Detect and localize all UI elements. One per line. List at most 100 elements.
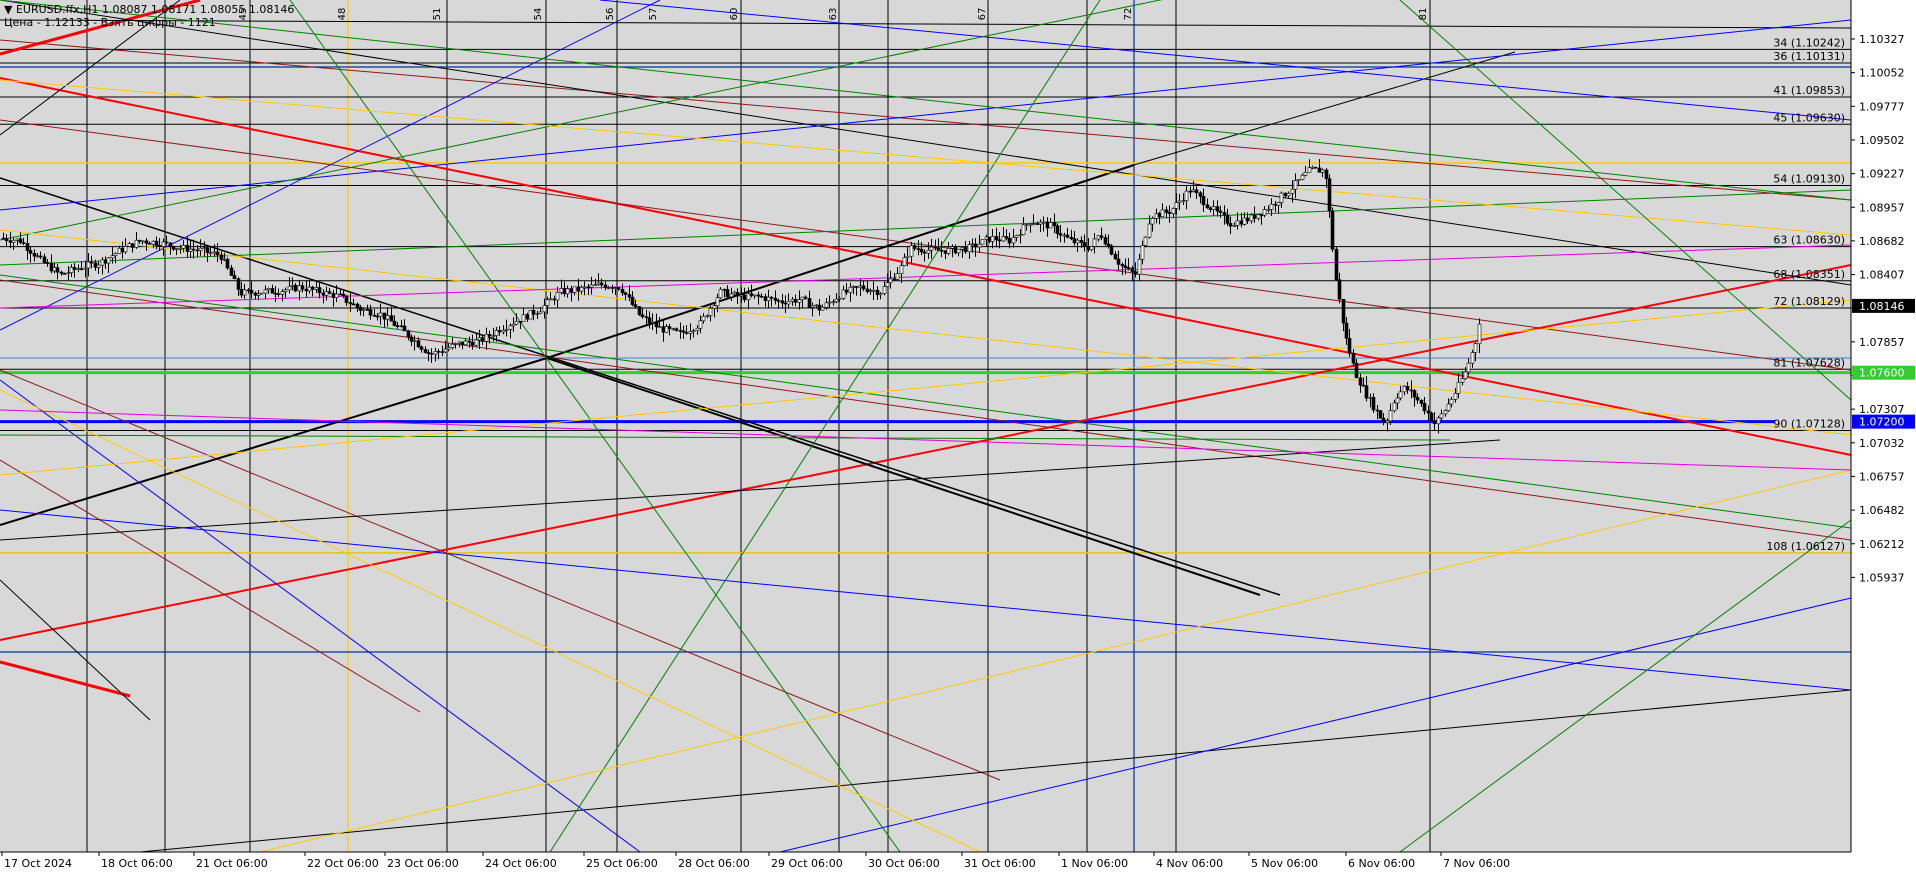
candle-body-424 xyxy=(1443,410,1448,415)
candle-body-39 xyxy=(134,239,139,248)
candle-body-347 xyxy=(1181,200,1186,202)
candle-body-165 xyxy=(562,288,567,295)
candle-body-73 xyxy=(249,289,254,294)
candle-body-284 xyxy=(967,244,972,253)
candle-body-197 xyxy=(671,328,676,330)
candle-body-230 xyxy=(783,302,788,305)
candle-body-23 xyxy=(79,268,84,270)
candle-body-24 xyxy=(83,267,88,270)
candle-body-93 xyxy=(317,287,322,294)
candle-body-208 xyxy=(708,307,713,316)
candle-body-246 xyxy=(837,297,842,300)
time-label-2: 21 Oct 06:00 xyxy=(196,857,268,870)
diag-line-38 xyxy=(0,244,1852,309)
candle-body-314 xyxy=(1069,236,1074,240)
candle-body-170 xyxy=(579,287,584,292)
candle-body-290 xyxy=(987,236,992,242)
candle-body-253 xyxy=(861,285,866,290)
candle-body-376 xyxy=(1279,192,1284,203)
candle-body-374 xyxy=(1273,203,1278,206)
candle-body-332 xyxy=(1130,267,1135,272)
candle-body-162 xyxy=(552,298,557,301)
candle-body-255 xyxy=(868,290,873,292)
top-label-9: 72 xyxy=(1123,8,1134,21)
candle-body-353 xyxy=(1201,196,1206,206)
candle-body-343 xyxy=(1167,212,1172,214)
candle-body-247 xyxy=(841,289,846,299)
candle-body-242 xyxy=(824,302,829,308)
candle-body-184 xyxy=(627,294,632,298)
time-label-7: 28 Oct 06:00 xyxy=(678,857,750,870)
candle-body-120 xyxy=(409,336,414,342)
candle-body-81 xyxy=(276,293,281,296)
candle-body-90 xyxy=(307,286,312,292)
candle-body-338 xyxy=(1150,218,1155,225)
candle-body-32 xyxy=(110,255,115,259)
candle-body-10 xyxy=(35,255,40,258)
candle-body-38 xyxy=(130,243,135,248)
time-label-11: 1 Nov 06:00 xyxy=(1061,857,1128,870)
candle-body-83 xyxy=(283,289,288,292)
candle-body-237 xyxy=(807,298,812,308)
candle-body-30 xyxy=(103,259,108,264)
diag-line-15 xyxy=(0,0,181,136)
candle-body-263 xyxy=(895,273,900,280)
candle-body-356 xyxy=(1211,206,1216,210)
candle-body-178 xyxy=(606,287,611,289)
candle-body-199 xyxy=(678,330,683,332)
candle-body-145 xyxy=(494,330,499,336)
candle-body-203 xyxy=(691,330,696,333)
candle-body-29 xyxy=(100,259,105,266)
candle-body-131 xyxy=(446,347,451,350)
time-label-5: 24 Oct 06:00 xyxy=(485,857,557,870)
candle-body-313 xyxy=(1065,234,1070,238)
candle-body-141 xyxy=(480,337,485,342)
candle-body-383 xyxy=(1303,171,1308,176)
candle-body-128 xyxy=(436,351,441,353)
candle-body-285 xyxy=(970,243,975,246)
candle-body-310 xyxy=(1055,225,1060,234)
diag-line-9 xyxy=(0,177,1281,596)
candle-body-385 xyxy=(1310,166,1315,169)
candle-body-54 xyxy=(185,244,190,252)
price-tick-label-4: 1.09227 xyxy=(1859,168,1905,181)
candle-body-95 xyxy=(324,291,329,296)
candle-body-179 xyxy=(610,287,615,289)
candle-body-256 xyxy=(871,289,876,292)
candle-body-275 xyxy=(936,247,941,251)
marked-level-label-0: 1.07600 xyxy=(1859,367,1905,380)
candle-body-300 xyxy=(1021,224,1026,236)
candle-body-412 xyxy=(1402,386,1407,393)
candle-body-186 xyxy=(633,304,638,307)
candle-body-159 xyxy=(542,305,547,313)
candle-body-262 xyxy=(892,278,897,281)
candle-body-232 xyxy=(790,299,795,302)
candle-body-11 xyxy=(38,255,43,258)
candle-body-106 xyxy=(361,309,366,311)
price-tick-label-13: 1.06757 xyxy=(1859,470,1905,483)
candle-body-210 xyxy=(715,297,720,307)
candle-body-44 xyxy=(151,240,156,245)
diag-line-40 xyxy=(1399,0,1852,401)
candle-body-368 xyxy=(1252,214,1257,219)
candle-body-252 xyxy=(858,285,863,288)
candle-body-173 xyxy=(589,284,594,288)
candle-body-119 xyxy=(406,330,411,338)
candle-body-233 xyxy=(793,299,798,303)
candle-body-398 xyxy=(1354,362,1359,379)
candle-body-37 xyxy=(127,243,132,247)
candle-body-121 xyxy=(412,340,417,343)
candle-body-36 xyxy=(123,246,128,253)
candle-body-393 xyxy=(1337,279,1342,300)
top-label-7: 63 xyxy=(828,8,839,21)
candle-body-279 xyxy=(950,246,955,249)
candle-body-216 xyxy=(735,291,740,297)
candle-body-434 xyxy=(1477,323,1482,344)
candle-body-318 xyxy=(1082,242,1087,248)
diag-line-36 xyxy=(0,389,981,853)
candle-body-402 xyxy=(1368,397,1373,399)
candle-body-147 xyxy=(501,329,506,333)
candle-body-297 xyxy=(1011,237,1016,244)
